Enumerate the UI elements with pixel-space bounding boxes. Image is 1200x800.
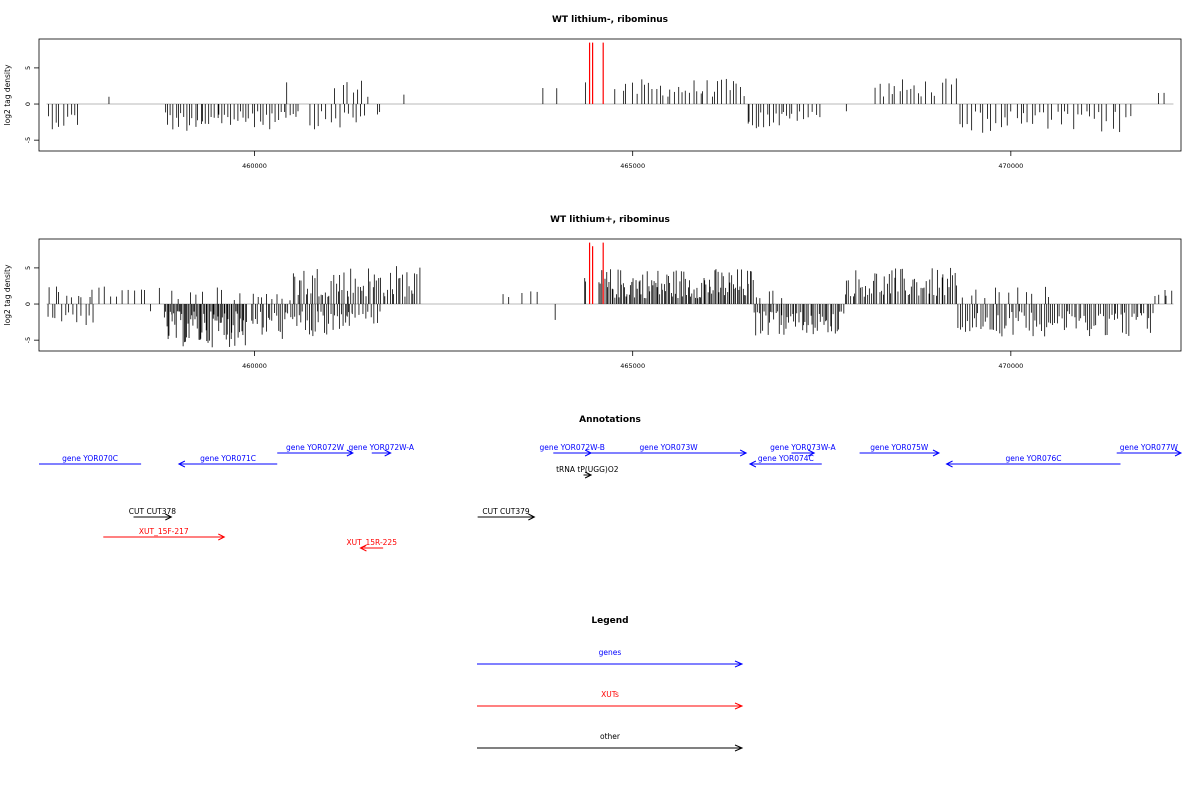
gene-arrowhead — [1174, 449, 1183, 457]
legend-label: XUTs — [601, 690, 619, 699]
gene-label: gene YOR075W — [870, 443, 929, 452]
gene-label: gene YOR072W-A — [348, 443, 414, 452]
trna-arrowhead — [584, 471, 593, 479]
y-tick-label: 5 — [24, 266, 32, 270]
gene-label: gene YOR077W — [1120, 443, 1179, 452]
xut-label: XUT_15F-217 — [139, 527, 189, 536]
cut-arrowhead — [528, 513, 536, 521]
gene-label: gene YOR072W-B — [539, 443, 604, 452]
gene-label: gene YOR074C — [758, 454, 814, 463]
x-tick-label: 460000 — [242, 162, 267, 170]
gene-label: gene YOR072W — [286, 443, 345, 452]
xut-arrowhead — [359, 544, 367, 552]
y-tick-label: 0 — [24, 102, 32, 106]
legend-arrowhead — [734, 660, 744, 668]
panel-2-frame — [38, 238, 1182, 352]
panel-1-ylabel: log2 tag density — [3, 64, 12, 125]
legend-title: Legend — [591, 616, 628, 626]
legend-arrowhead — [734, 702, 744, 710]
legend-arrowhead — [734, 744, 744, 752]
gene-label: gene YOR073W — [640, 443, 699, 452]
gene-arrowhead — [748, 460, 757, 468]
gene-label: gene YOR070C — [62, 454, 118, 463]
gene-arrowhead — [807, 449, 816, 457]
x-tick-label: 460000 — [242, 362, 267, 370]
legend-label: other — [600, 732, 621, 741]
gene-arrowhead — [346, 449, 354, 457]
xut-arrowhead — [218, 533, 226, 541]
cut-label: CUT CUT378 — [129, 507, 177, 516]
annotations-track: Annotations gene YOR070C gene YOR071C gene… — [39, 415, 1183, 552]
gene-label: gene YOR073W-A — [770, 443, 836, 452]
gene-arrowhead — [177, 460, 186, 468]
x-tick-label: 465000 — [620, 362, 645, 370]
gene-arrowhead — [932, 449, 941, 457]
legend: Legend genes XUTs other — [477, 616, 744, 752]
panel-lithium-plus: WT lithium+, ribominus log2 tag density … — [3, 215, 1182, 370]
x-tick-label: 470000 — [998, 162, 1023, 170]
panel-2-title: WT lithium+, ribominus — [550, 215, 670, 225]
cut-label: CUT CUT379 — [482, 507, 530, 516]
panel-2-ylabel: log2 tag density — [3, 264, 12, 325]
gene-label: gene YOR076C — [1006, 454, 1062, 463]
legend-label: genes — [599, 648, 622, 657]
y-tick-label: -5 — [24, 337, 32, 343]
panel-1-title: WT lithium-, ribominus — [552, 15, 668, 25]
y-tick-label: 0 — [24, 302, 32, 306]
x-tick-label: 465000 — [620, 162, 645, 170]
y-tick-label: -5 — [24, 137, 32, 143]
y-tick-label: 5 — [24, 66, 32, 70]
cut-arrowhead — [165, 513, 173, 521]
panel-lithium-minus: WT lithium-, ribominus log2 tag density … — [3, 15, 1182, 170]
gene-label: gene YOR071C — [200, 454, 256, 463]
xut-label: XUT_15R-225 — [347, 538, 398, 547]
gene-arrowhead — [739, 449, 748, 457]
annotations-title: Annotations — [579, 415, 641, 425]
gene-arrowhead — [384, 449, 392, 457]
x-tick-label: 470000 — [998, 362, 1023, 370]
gene-arrowhead — [945, 460, 953, 468]
panel-1-frame — [38, 38, 1182, 152]
trna-label: tRNA tP(UGG)O2 — [556, 465, 619, 474]
